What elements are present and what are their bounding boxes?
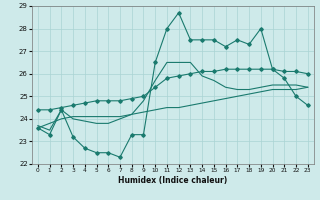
X-axis label: Humidex (Indice chaleur): Humidex (Indice chaleur) — [118, 176, 228, 185]
